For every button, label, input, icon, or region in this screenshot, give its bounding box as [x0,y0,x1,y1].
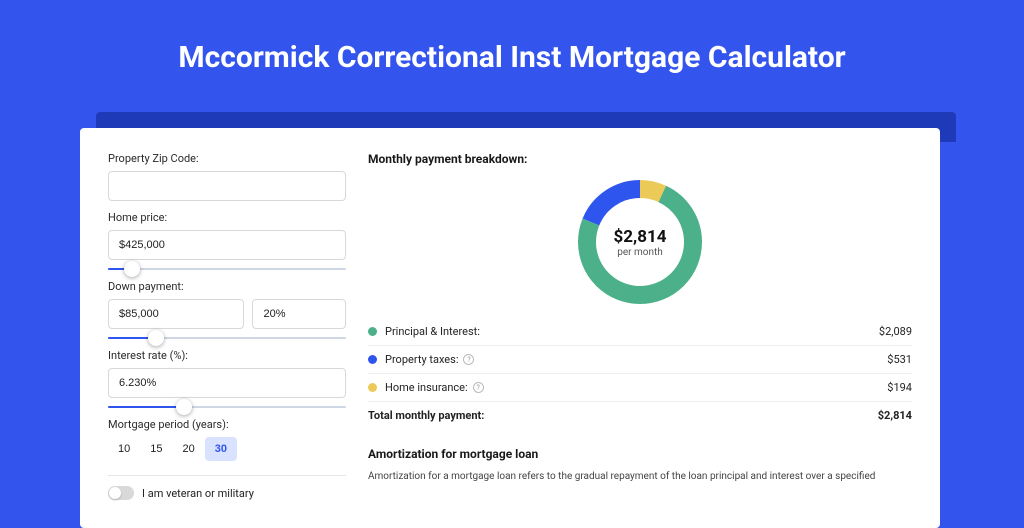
interest-slider-fill [108,406,184,408]
breakdown-label-principal: Principal & Interest: [385,325,879,338]
calculator-card: Property Zip Code: Home price: Down paym… [80,128,940,528]
home-price-slider[interactable] [108,268,346,270]
legend-dot-insurance [368,383,377,392]
form-divider [108,475,346,476]
down-payment-label: Down payment: [108,280,346,293]
donut-amount: $2,814 [614,227,667,247]
home-price-field: Home price: [108,211,346,270]
down-payment-field: Down payment: [108,280,346,339]
breakdown-title: Monthly payment breakdown: [368,152,912,166]
home-price-slider-thumb[interactable] [124,261,140,277]
legend-dot-principal [368,327,377,336]
donut-center: $2,814 per month [578,180,702,304]
legend-dot-taxes [368,355,377,364]
interest-slider[interactable] [108,406,346,408]
breakdown-value-taxes: $531 [887,353,912,366]
down-payment-slider[interactable] [108,337,346,339]
help-icon[interactable]: ? [463,354,474,365]
period-field: Mortgage period (years): 10 15 20 30 [108,418,346,461]
form-column: Property Zip Code: Home price: Down paym… [108,152,368,504]
zip-field: Property Zip Code: [108,152,346,201]
interest-slider-thumb[interactable] [176,399,192,415]
breakdown-label-total: Total monthly payment: [368,409,878,422]
donut-sub: per month [617,247,663,258]
veteran-toggle[interactable] [108,486,134,500]
payment-donut-chart: $2,814 per month [578,180,702,304]
home-price-label: Home price: [108,211,346,224]
breakdown-value-total: $2,814 [878,409,912,422]
breakdown-label-taxes: Property taxes: ? [385,353,887,366]
breakdown-row-total: Total monthly payment: $2,814 [368,402,912,429]
period-btn-30[interactable]: 30 [205,437,237,461]
veteran-label: I am veteran or military [142,487,254,500]
period-btn-20[interactable]: 20 [173,437,205,461]
interest-field: Interest rate (%): [108,349,346,408]
insurance-label-text: Home insurance: [385,381,468,394]
breakdown-label-insurance: Home insurance: ? [385,381,887,394]
period-label: Mortgage period (years): [108,418,346,431]
taxes-label-text: Property taxes: [385,353,458,366]
home-price-input[interactable] [108,230,346,260]
breakdown-row-taxes: Property taxes: ? $531 [368,346,912,373]
period-btn-15[interactable]: 15 [140,437,172,461]
breakdown-column: Monthly payment breakdown: $2,814 per mo… [368,152,912,504]
period-btn-10[interactable]: 10 [108,437,140,461]
interest-label: Interest rate (%): [108,349,346,362]
page-title: Mccormick Correctional Inst Mortgage Cal… [0,0,1024,101]
period-options: 10 15 20 30 [108,437,346,461]
amortization-title: Amortization for mortgage loan [368,447,912,461]
amortization-text: Amortization for a mortgage loan refers … [368,469,912,484]
interest-input[interactable] [108,368,346,398]
breakdown-value-insurance: $194 [887,381,912,394]
breakdown-value-principal: $2,089 [879,325,912,338]
breakdown-row-principal: Principal & Interest: $2,089 [368,318,912,345]
amortization-section: Amortization for mortgage loan Amortizat… [368,447,912,484]
veteran-row: I am veteran or military [108,486,346,500]
help-icon[interactable]: ? [473,382,484,393]
zip-input[interactable] [108,171,346,201]
down-payment-slider-thumb[interactable] [148,330,164,346]
donut-wrap: $2,814 per month [368,174,912,318]
zip-label: Property Zip Code: [108,152,346,165]
breakdown-row-insurance: Home insurance: ? $194 [368,374,912,401]
down-payment-percent-input[interactable] [252,299,346,329]
down-payment-amount-input[interactable] [108,299,244,329]
